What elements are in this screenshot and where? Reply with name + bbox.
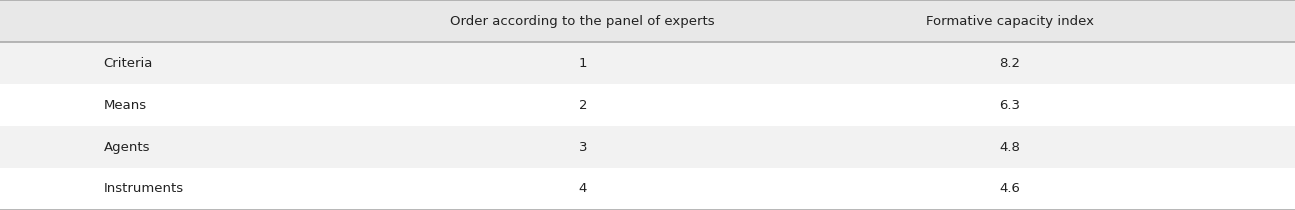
Text: Formative capacity index: Formative capacity index bbox=[926, 14, 1094, 28]
Text: 4.8: 4.8 bbox=[1000, 140, 1020, 154]
Text: Order according to the panel of experts: Order according to the panel of experts bbox=[451, 14, 715, 28]
Bar bbox=[0, 42, 1295, 84]
Bar bbox=[0, 0, 1295, 42]
Text: 8.2: 8.2 bbox=[1000, 56, 1020, 70]
Text: 4: 4 bbox=[579, 182, 587, 196]
Text: 2: 2 bbox=[579, 98, 587, 112]
Bar bbox=[0, 84, 1295, 126]
Text: 3: 3 bbox=[579, 140, 587, 154]
Text: 1: 1 bbox=[579, 56, 587, 70]
Text: Means: Means bbox=[104, 98, 146, 112]
Bar bbox=[0, 168, 1295, 210]
Bar bbox=[0, 126, 1295, 168]
Text: Agents: Agents bbox=[104, 140, 150, 154]
Text: Criteria: Criteria bbox=[104, 56, 153, 70]
Text: 6.3: 6.3 bbox=[1000, 98, 1020, 112]
Text: 4.6: 4.6 bbox=[1000, 182, 1020, 196]
Text: Instruments: Instruments bbox=[104, 182, 184, 196]
